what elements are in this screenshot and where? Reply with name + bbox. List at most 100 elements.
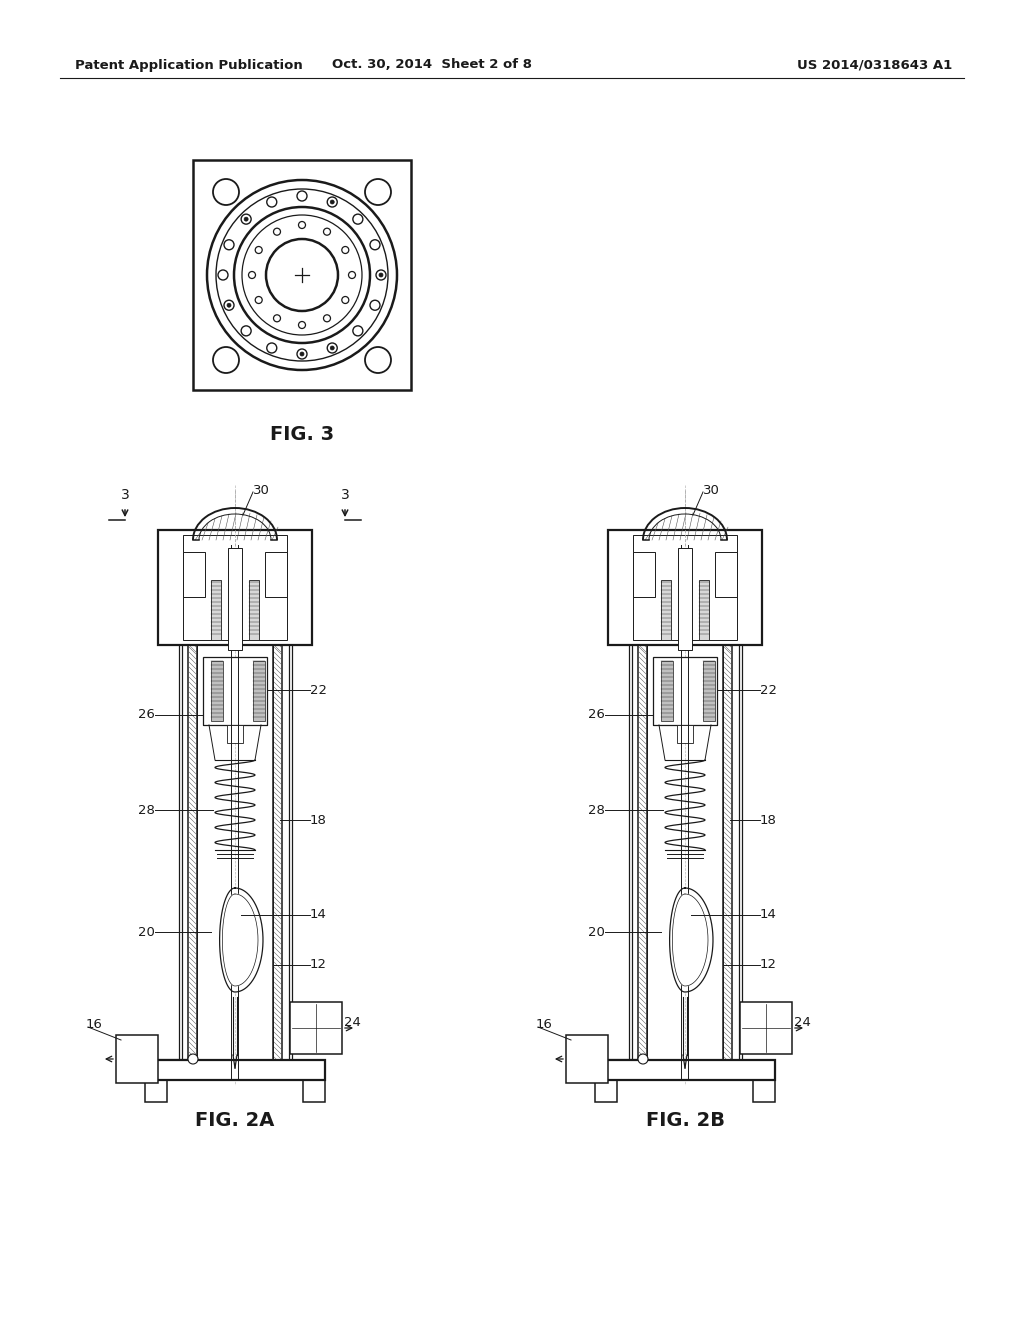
Circle shape xyxy=(370,240,380,249)
Circle shape xyxy=(638,1053,648,1064)
Bar xyxy=(228,548,242,649)
Text: FIG. 3: FIG. 3 xyxy=(270,425,334,445)
Bar xyxy=(303,1080,325,1102)
Text: 18: 18 xyxy=(760,813,777,826)
Text: FIG. 2A: FIG. 2A xyxy=(196,1110,274,1130)
Circle shape xyxy=(267,197,276,207)
Bar xyxy=(249,579,259,640)
Bar xyxy=(253,661,265,721)
Bar xyxy=(595,1060,775,1080)
Text: Oct. 30, 2014  Sheet 2 of 8: Oct. 30, 2014 Sheet 2 of 8 xyxy=(332,58,532,71)
Text: 24: 24 xyxy=(344,1016,360,1030)
Bar xyxy=(678,548,692,649)
Text: 24: 24 xyxy=(794,1016,811,1030)
Bar xyxy=(273,645,282,1060)
Text: 22: 22 xyxy=(760,684,777,697)
Bar xyxy=(703,661,715,721)
Circle shape xyxy=(273,228,281,235)
Text: 3: 3 xyxy=(121,488,129,502)
Bar xyxy=(227,725,243,743)
Text: 18: 18 xyxy=(310,813,327,826)
Circle shape xyxy=(297,191,307,201)
Circle shape xyxy=(353,326,362,335)
Circle shape xyxy=(365,180,391,205)
Bar xyxy=(183,552,205,597)
Circle shape xyxy=(297,348,307,359)
Circle shape xyxy=(267,343,276,352)
Bar xyxy=(566,1035,608,1082)
Bar xyxy=(699,579,709,640)
Circle shape xyxy=(370,300,380,310)
Text: 26: 26 xyxy=(138,709,155,722)
Circle shape xyxy=(342,297,349,304)
Bar xyxy=(290,1002,342,1053)
Bar xyxy=(211,661,223,721)
Bar xyxy=(158,531,312,645)
Bar xyxy=(188,645,197,1060)
Circle shape xyxy=(213,180,239,205)
Polygon shape xyxy=(219,888,263,993)
Circle shape xyxy=(255,247,262,253)
Bar xyxy=(145,1060,325,1080)
Circle shape xyxy=(300,352,304,356)
Circle shape xyxy=(273,314,281,322)
Bar xyxy=(677,725,693,743)
Text: 14: 14 xyxy=(310,908,327,921)
Bar xyxy=(715,552,737,597)
Text: FIG. 2B: FIG. 2B xyxy=(645,1110,725,1130)
Bar xyxy=(211,579,221,640)
Polygon shape xyxy=(673,894,708,986)
Text: 30: 30 xyxy=(703,483,720,496)
Circle shape xyxy=(379,273,383,277)
Text: 28: 28 xyxy=(588,804,605,817)
Polygon shape xyxy=(222,894,258,986)
Bar xyxy=(753,1080,775,1102)
Circle shape xyxy=(299,322,305,329)
Circle shape xyxy=(324,314,331,322)
Text: 20: 20 xyxy=(588,925,605,939)
Text: US 2014/0318643 A1: US 2014/0318643 A1 xyxy=(798,58,952,71)
Circle shape xyxy=(324,228,331,235)
Bar xyxy=(653,657,717,725)
Circle shape xyxy=(328,197,337,207)
Text: 14: 14 xyxy=(760,908,777,921)
Text: 12: 12 xyxy=(310,958,327,972)
Bar xyxy=(633,552,655,597)
Text: 28: 28 xyxy=(138,804,155,817)
Text: 16: 16 xyxy=(536,1019,553,1031)
Circle shape xyxy=(328,343,337,352)
Bar xyxy=(193,160,411,389)
Bar xyxy=(633,535,737,640)
Circle shape xyxy=(224,240,234,249)
Text: 3: 3 xyxy=(341,488,349,502)
Text: 20: 20 xyxy=(138,925,155,939)
Bar xyxy=(145,1080,167,1102)
Circle shape xyxy=(213,347,239,374)
Circle shape xyxy=(241,326,251,335)
Bar xyxy=(662,579,671,640)
Text: 30: 30 xyxy=(253,483,270,496)
Text: Patent Application Publication: Patent Application Publication xyxy=(75,58,303,71)
Circle shape xyxy=(376,271,386,280)
Polygon shape xyxy=(670,888,713,993)
Circle shape xyxy=(330,201,334,205)
Text: 12: 12 xyxy=(760,958,777,972)
Bar xyxy=(638,645,647,1060)
Circle shape xyxy=(218,271,228,280)
Circle shape xyxy=(353,214,362,224)
Circle shape xyxy=(241,214,251,224)
Bar xyxy=(595,1080,617,1102)
Bar xyxy=(608,531,762,645)
Bar xyxy=(203,657,267,725)
Bar xyxy=(740,1002,792,1053)
Bar xyxy=(183,535,287,640)
Circle shape xyxy=(342,247,349,253)
Circle shape xyxy=(244,216,248,222)
Circle shape xyxy=(249,272,256,279)
Circle shape xyxy=(224,300,234,310)
Bar xyxy=(662,661,673,721)
Circle shape xyxy=(255,297,262,304)
Bar xyxy=(265,552,287,597)
Circle shape xyxy=(227,304,231,308)
Bar xyxy=(116,1035,158,1082)
